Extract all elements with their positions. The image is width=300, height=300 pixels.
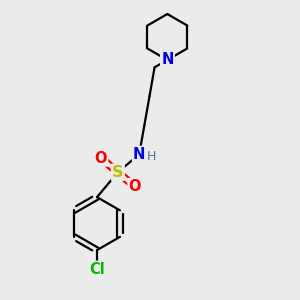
Text: H: H xyxy=(147,150,156,163)
Text: O: O xyxy=(128,179,141,194)
Text: O: O xyxy=(95,151,107,166)
Text: N: N xyxy=(161,52,173,68)
Text: N: N xyxy=(133,147,145,162)
Text: N: N xyxy=(161,52,173,68)
Text: Cl: Cl xyxy=(89,262,105,277)
Text: S: S xyxy=(112,165,124,180)
